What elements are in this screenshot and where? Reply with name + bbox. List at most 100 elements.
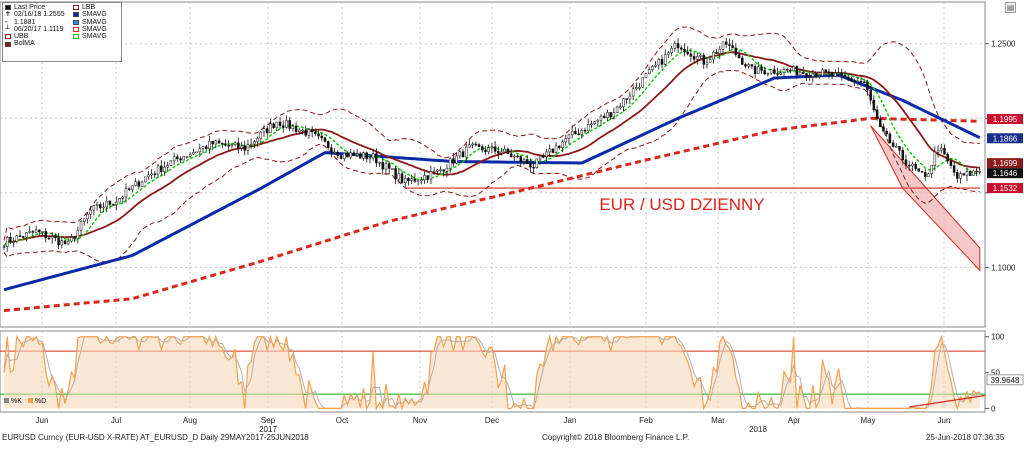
- candle-body: [82, 218, 86, 222]
- candle-body: [275, 121, 279, 128]
- candle-body: [567, 134, 571, 139]
- candle-body: [362, 152, 365, 159]
- candle-body: [670, 48, 673, 53]
- stoch-k-area: [4, 336, 980, 409]
- candle-body: [121, 196, 125, 199]
- legend-label: Last Price: [14, 4, 46, 11]
- legend-label: UBB: [14, 33, 29, 41]
- downtrend-channel: [870, 125, 981, 272]
- candle-body: [249, 143, 253, 146]
- candle-body: [452, 158, 455, 164]
- candle-body: [843, 74, 847, 78]
- candle-body: [542, 155, 545, 158]
- candle-body: [724, 41, 728, 45]
- candle-body: [111, 204, 115, 206]
- candle-body: [657, 59, 661, 66]
- candle-body: [147, 174, 150, 178]
- candle-body: [108, 200, 112, 205]
- candle-body: [124, 188, 128, 198]
- legend-right-column: LBB SMAVG SMAVG SMAVG SMAVG: [73, 4, 107, 40]
- candle-body: [381, 161, 385, 170]
- x-tick-label: Feb: [639, 416, 653, 425]
- candle-body: [930, 165, 933, 175]
- candle-body: [272, 123, 275, 128]
- candle-body: [959, 173, 962, 179]
- candle-body: [140, 181, 144, 187]
- footer-timestamp: 25-Jun-2018 07:36:35: [926, 433, 1005, 442]
- candle-body: [818, 75, 821, 77]
- candle-body: [371, 153, 375, 159]
- candle-body: [872, 99, 876, 111]
- x-tick-label: Jan: [564, 416, 577, 425]
- candle-body: [943, 147, 946, 155]
- legend-item-smavg-green: SMAVG: [73, 33, 107, 40]
- candle-body: [163, 166, 166, 173]
- candle-body: [606, 112, 609, 118]
- candle-body: [217, 140, 221, 144]
- candle-body: [580, 129, 584, 135]
- candle-body: [22, 236, 25, 238]
- smavg-lightblue-swatch-icon: [73, 19, 79, 25]
- candle-body: [702, 55, 705, 65]
- candle-body: [342, 153, 346, 159]
- candle-body: [705, 62, 709, 65]
- legend-label: SMAVG: [82, 25, 107, 33]
- y-tick-label: 1.2500: [991, 40, 1016, 49]
- candle-body: [368, 157, 372, 160]
- candle-body: [602, 115, 606, 118]
- candle-body: [471, 143, 474, 146]
- candle-body: [490, 146, 494, 149]
- candle-body: [599, 115, 603, 121]
- candle-body: [741, 57, 744, 65]
- candle-body: [862, 81, 866, 84]
- candle-body: [763, 70, 766, 75]
- candle-body: [782, 69, 786, 73]
- x-tick-label: Sep: [261, 416, 276, 425]
- candle-body: [115, 201, 118, 205]
- chart-annotation: EUR / USD DZIENNY: [599, 195, 764, 214]
- price-tag-label: 1.1866: [993, 134, 1018, 143]
- legend-label: 1.1881: [14, 18, 36, 26]
- candle-body: [63, 240, 67, 245]
- candle-body: [949, 160, 953, 166]
- candle-body: [907, 165, 911, 167]
- candle-body: [968, 171, 972, 176]
- candle-body: [824, 69, 827, 73]
- candle-body: [227, 145, 230, 147]
- candle-body: [558, 145, 561, 149]
- stoch-d-line: [3, 336, 981, 410]
- candle-body: [288, 120, 291, 129]
- candle-body: [461, 151, 465, 158]
- candle-body: [875, 109, 879, 119]
- candle-body: [789, 69, 792, 72]
- candle-body: [484, 149, 487, 153]
- candle-body: [493, 146, 497, 152]
- candle-body: [436, 169, 439, 172]
- candle-body: [246, 144, 250, 151]
- candle-body: [237, 142, 240, 149]
- candle-body: [18, 235, 22, 238]
- candle-body: [323, 137, 327, 142]
- candle-body: [375, 153, 378, 164]
- candle-body: [432, 170, 436, 173]
- candle-body: [278, 121, 282, 126]
- smavg-green-swatch-icon: [73, 34, 79, 40]
- oscillator-legend-label: %K: [11, 398, 22, 405]
- legend-item-smavg-slow: SMAVG: [73, 11, 107, 18]
- candle-body: [294, 125, 298, 132]
- lower-bollinger-band: [3, 69, 980, 263]
- chart-options-icon[interactable]: ▤: [1005, 2, 1016, 13]
- candle-body: [458, 151, 462, 157]
- candle-body: [92, 205, 96, 211]
- sma-mid-line: [3, 51, 980, 248]
- candle-body: [834, 72, 837, 77]
- candle-body: [680, 47, 683, 50]
- candle-body: [185, 156, 189, 158]
- legend-label: BolMA: [14, 40, 35, 48]
- candle-body: [554, 145, 558, 153]
- last-price-swatch-icon: [5, 5, 11, 11]
- candle-body: [400, 173, 404, 183]
- candle-body: [522, 159, 526, 162]
- candle-body: [423, 175, 426, 181]
- candle-body: [940, 147, 943, 151]
